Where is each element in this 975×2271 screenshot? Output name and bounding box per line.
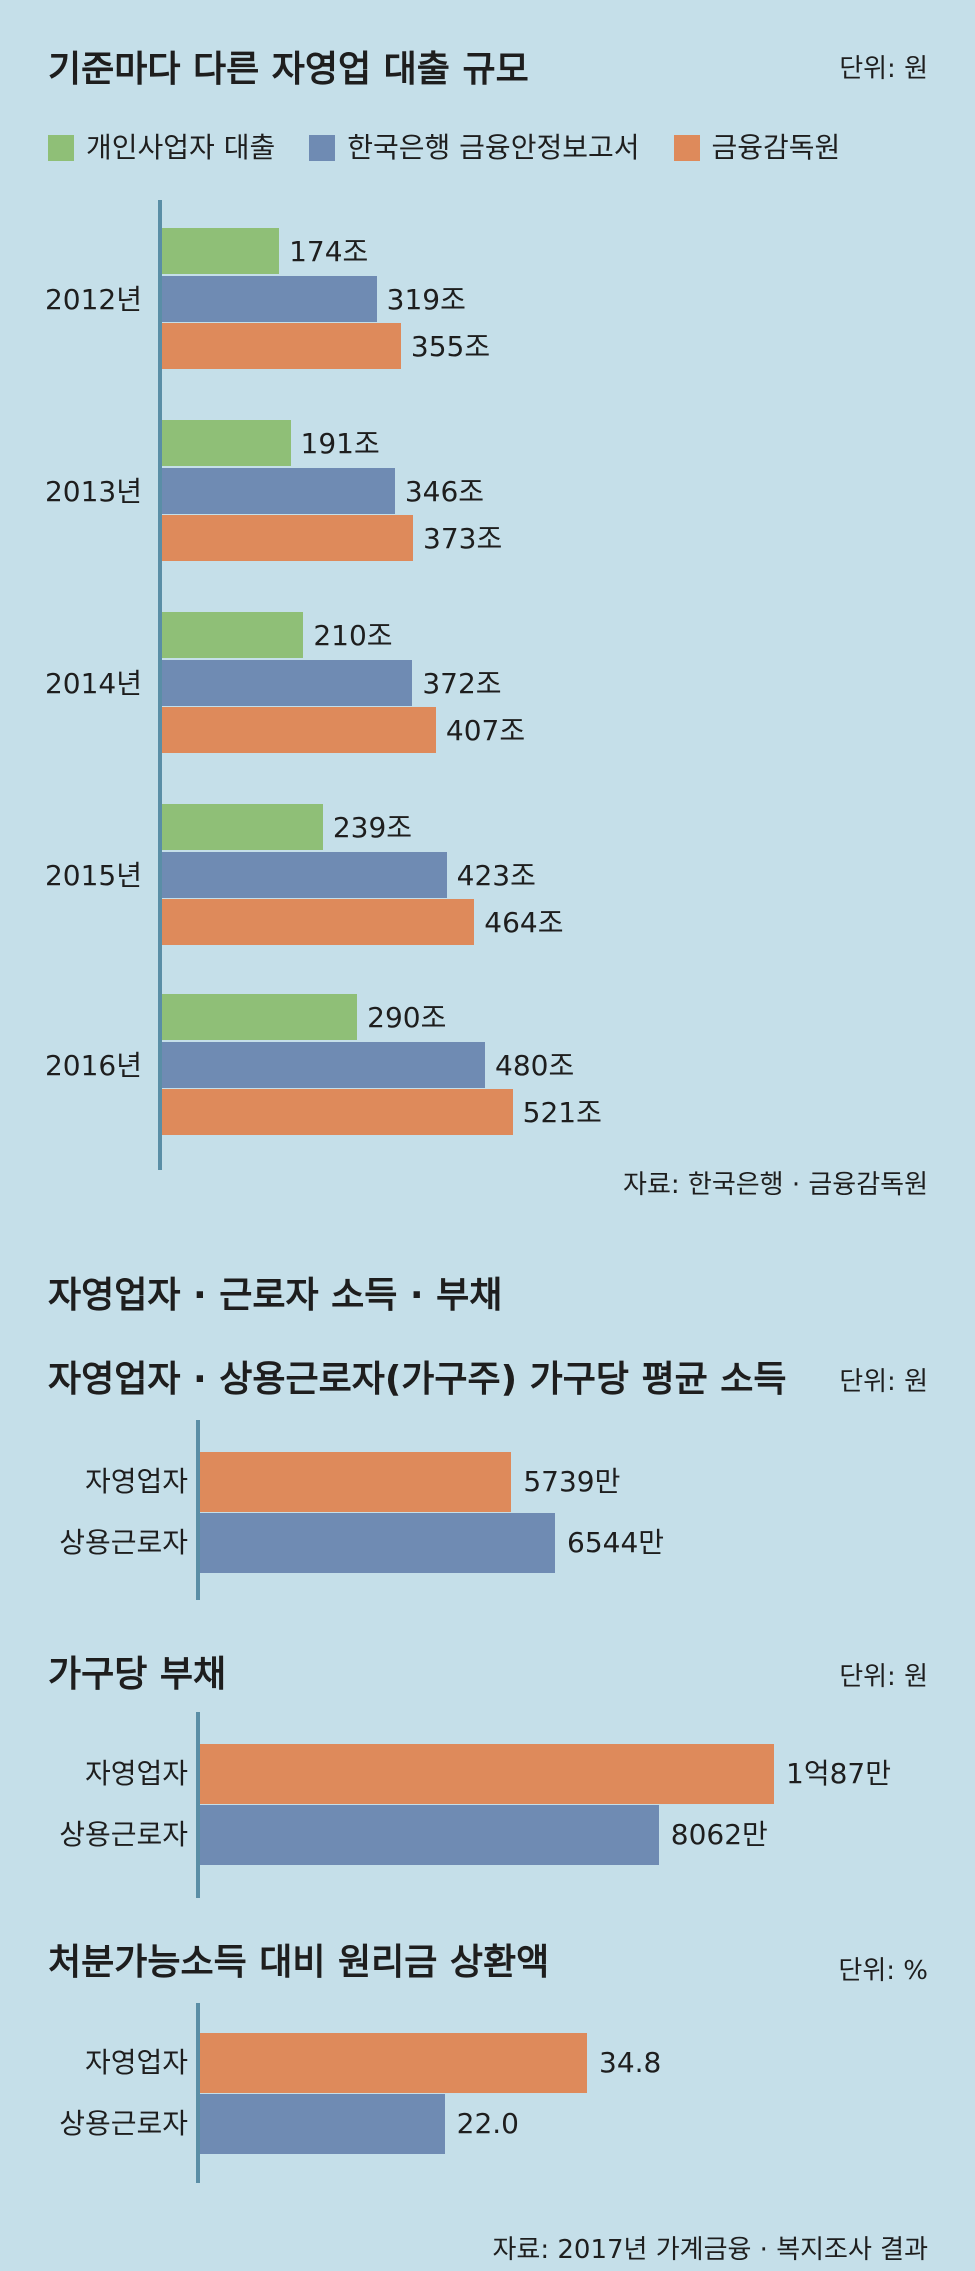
data-label: 1억87만 (786, 1757, 891, 1790)
chart1-unit: 단위: 원 (839, 54, 928, 84)
data-label: 423조 (456, 858, 536, 892)
chart1-title: 기준마다 다른 자영업 대출 규모 (48, 49, 529, 90)
legend-label: 개인사업자 대출 (86, 131, 276, 164)
bar-1 (162, 467, 395, 514)
data-label: 290조 (367, 1001, 447, 1034)
data-label: 22.0 (456, 2107, 519, 2140)
chart4-title: 처분가능소득 대비 원리금 상환액 (48, 1942, 550, 1983)
legend-label: 한국은행 금융안정보고서 (347, 131, 640, 164)
category-label: 2016년 (44, 1049, 142, 1082)
data-label: 210조 (313, 619, 393, 652)
data-label: 8062만 (670, 1818, 768, 1851)
legend-swatch-orange (673, 135, 700, 161)
bar-1 (200, 1513, 555, 1573)
data-label: 464조 (484, 906, 564, 939)
data-label: 372조 (422, 666, 502, 700)
legend: 개인사업자 대출 한국은행 금융안정보고서 금융감독원 (48, 134, 840, 162)
bar-1 (162, 851, 447, 898)
chart2-title: 자영업자 · 상용근로자(가구주) 가구당 평균 소득 (48, 1359, 787, 1400)
data-label: 319조 (386, 282, 466, 316)
bar-0 (162, 420, 291, 466)
bar-0 (200, 1452, 512, 1512)
data-label: 521조 (522, 1096, 602, 1129)
chart4-source: 자료: 2017년 가계금융 · 복지조사 결과 (492, 2235, 928, 2265)
y-axis-line (196, 2003, 200, 2183)
bar-1 (162, 275, 377, 322)
data-label: 34.8 (599, 2046, 662, 2079)
category-label: 2015년 (44, 859, 142, 892)
category-label: 자영업자 (84, 1757, 188, 1790)
data-label: 5739만 (523, 1465, 621, 1498)
bar-1 (200, 1805, 659, 1865)
data-label: 174조 (289, 235, 369, 268)
category-label: 상용근로자 (59, 1526, 188, 1559)
category-label: 상용근로자 (59, 1818, 188, 1851)
chart3-unit: 단위: 원 (839, 1662, 928, 1692)
legend-item-bok-report: 한국은행 금융안정보고서 (309, 131, 640, 164)
bar-0 (200, 2033, 587, 2093)
category-label: 2013년 (44, 475, 142, 508)
bar-2 (162, 899, 475, 945)
bar-0 (200, 1744, 774, 1804)
bar-0 (162, 612, 304, 658)
bar-0 (162, 994, 358, 1040)
data-label: 355조 (410, 330, 491, 363)
bar-0 (162, 804, 323, 850)
bar-1 (162, 1041, 486, 1088)
legend-swatch-green (48, 135, 74, 161)
category-label: 2014년 (44, 667, 142, 700)
legend-item-fss: 금융감독원 (673, 131, 841, 164)
data-label: 480조 (495, 1048, 575, 1082)
data-label: 346조 (404, 474, 485, 508)
bar-2 (162, 323, 401, 369)
bar-1 (200, 2094, 445, 2154)
chart1-source: 자료: 한국은행 · 금융감독원 (623, 1170, 928, 1200)
legend-label: 금융감독원 (711, 131, 841, 164)
category-label: 상용근로자 (59, 2107, 188, 2140)
bar-2 (162, 1089, 513, 1135)
category-label: 자영업자 (84, 2046, 188, 2079)
category-label: 2012년 (44, 283, 142, 316)
chart1-plot: 2012년 174조 319조 355조 2013년 191조 346조 373조 2014년 2… (44, 200, 602, 1170)
section-title: 자영업자 · 근로자 소득 · 부채 (48, 1275, 503, 1316)
y-axis-line (196, 1712, 200, 1898)
y-axis-line (158, 200, 162, 1170)
data-label: 239조 (332, 811, 413, 844)
bar-2 (162, 515, 414, 561)
data-label: 407조 (445, 714, 526, 747)
category-label: 자영업자 (84, 1465, 188, 1498)
bar-1 (162, 659, 413, 706)
bar-2 (162, 707, 436, 753)
bar-0 (162, 228, 280, 274)
chart4-unit: 단위: % (838, 1956, 928, 1986)
data-label: 373조 (423, 522, 503, 555)
legend-swatch-blue (309, 135, 336, 161)
legend-item-personal-business-loan: 개인사업자 대출 (48, 134, 275, 162)
chart3-title: 가구당 부채 (48, 1654, 227, 1695)
data-label: 6544만 (567, 1526, 665, 1559)
chart2-unit: 단위: 원 (839, 1367, 928, 1397)
y-axis-line (196, 1420, 200, 1600)
data-label: 191조 (300, 427, 380, 460)
